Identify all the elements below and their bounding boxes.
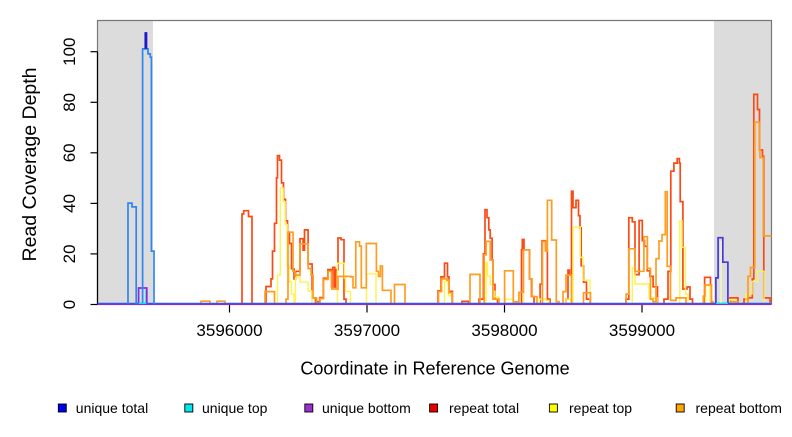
svg-text:unique top: unique top (202, 400, 268, 416)
svg-text:repeat top: repeat top (569, 400, 632, 416)
svg-text:3596000: 3596000 (196, 321, 262, 340)
svg-text:60: 60 (60, 143, 79, 162)
svg-text:0: 0 (60, 300, 79, 309)
svg-text:unique bottom: unique bottom (322, 400, 411, 416)
svg-text:80: 80 (60, 93, 79, 112)
svg-text:20: 20 (60, 244, 79, 263)
svg-text:Coordinate in Reference Genome: Coordinate in Reference Genome (300, 359, 569, 379)
svg-text:Read Coverage Depth: Read Coverage Depth (19, 67, 41, 261)
svg-text:repeat bottom: repeat bottom (696, 400, 782, 416)
svg-text:40: 40 (60, 194, 79, 213)
svg-text:100: 100 (60, 38, 79, 66)
svg-text:3597000: 3597000 (334, 321, 400, 340)
svg-text:repeat total: repeat total (449, 400, 519, 416)
svg-text:unique total: unique total (76, 400, 148, 416)
svg-text:3599000: 3599000 (609, 321, 675, 340)
svg-text:3598000: 3598000 (471, 321, 537, 340)
